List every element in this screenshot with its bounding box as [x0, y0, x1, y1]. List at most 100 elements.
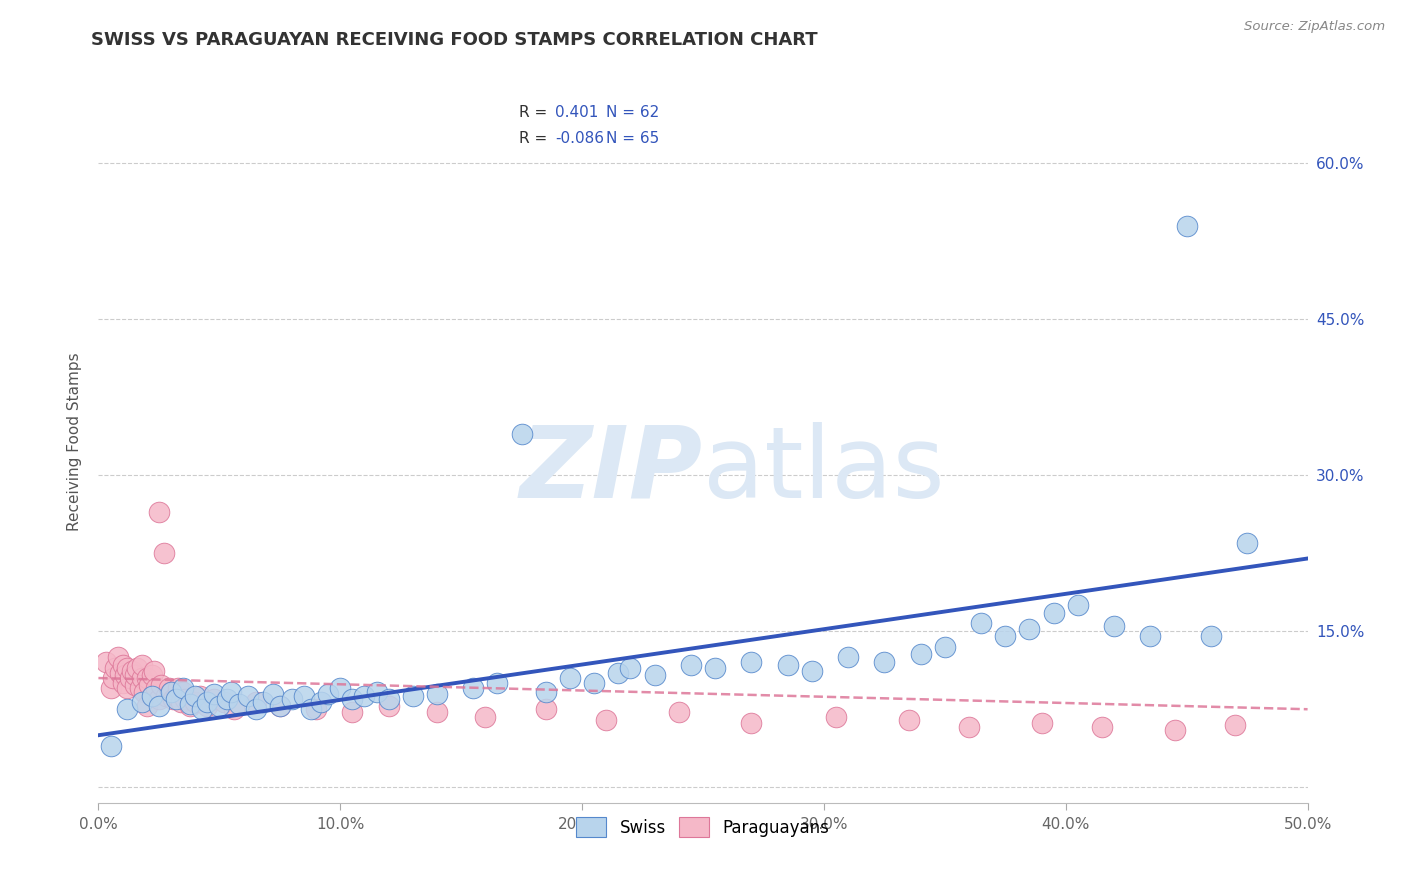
Point	[377, 699, 399, 714]
Point	[134, 684, 156, 698]
Point	[107, 650, 129, 665]
Point	[342, 706, 364, 720]
Point	[131, 657, 153, 672]
Text: N = 65: N = 65	[606, 130, 659, 145]
Point	[127, 660, 149, 674]
Point	[141, 689, 163, 703]
Point	[184, 689, 207, 703]
Point	[117, 681, 139, 696]
Point	[366, 684, 388, 698]
Point	[195, 699, 218, 714]
Point	[114, 668, 136, 682]
Point	[1067, 599, 1090, 613]
Point	[1031, 715, 1053, 730]
Point	[1139, 630, 1161, 644]
Legend: Swiss, Paraguayans: Swiss, Paraguayans	[568, 809, 838, 845]
Point	[897, 713, 920, 727]
Point	[204, 687, 226, 701]
Text: atlas: atlas	[703, 422, 945, 519]
Point	[558, 671, 581, 685]
Point	[873, 656, 896, 670]
Point	[377, 691, 399, 706]
Point	[204, 691, 226, 706]
Point	[463, 681, 485, 696]
Point	[162, 691, 184, 706]
Point	[108, 665, 131, 680]
Point	[740, 656, 762, 670]
Point	[111, 676, 134, 690]
Point	[583, 676, 606, 690]
Point	[238, 689, 260, 703]
Point	[184, 695, 207, 709]
Point	[934, 640, 956, 654]
Point	[342, 691, 364, 706]
Point	[165, 689, 187, 703]
Point	[222, 702, 245, 716]
Point	[825, 709, 848, 723]
Point	[212, 695, 235, 709]
Point	[174, 691, 197, 706]
Point	[329, 681, 352, 696]
Point	[644, 668, 666, 682]
Text: R =: R =	[519, 104, 553, 120]
Point	[426, 687, 449, 701]
Point	[150, 678, 173, 692]
Point	[619, 660, 641, 674]
Point	[353, 689, 375, 703]
Point	[510, 426, 533, 441]
Point	[245, 695, 267, 709]
Text: SWISS VS PARAGUAYAN RECEIVING FOOD STAMPS CORRELATION CHART: SWISS VS PARAGUAYAN RECEIVING FOOD STAMP…	[91, 31, 818, 49]
Point	[167, 681, 190, 696]
Text: N = 62: N = 62	[606, 104, 659, 120]
Point	[957, 720, 980, 734]
Point	[221, 684, 243, 698]
Point	[131, 671, 153, 685]
Point	[191, 702, 214, 716]
Point	[145, 681, 167, 696]
Point	[135, 671, 157, 685]
Point	[534, 702, 557, 716]
Text: 0.401: 0.401	[555, 104, 599, 120]
Point	[165, 691, 187, 706]
Point	[94, 656, 117, 670]
Point	[1163, 723, 1185, 737]
Point	[157, 681, 180, 696]
Point	[281, 691, 304, 706]
Point	[138, 678, 160, 692]
Point	[837, 650, 859, 665]
Point	[1042, 606, 1064, 620]
Point	[179, 699, 201, 714]
Point	[188, 689, 211, 703]
Point	[534, 684, 557, 698]
Point	[1199, 630, 1222, 644]
Text: Source: ZipAtlas.com: Source: ZipAtlas.com	[1244, 20, 1385, 33]
Point	[100, 681, 122, 696]
Text: -0.086: -0.086	[555, 130, 605, 145]
Point	[195, 695, 218, 709]
Point	[172, 681, 194, 696]
Point	[1175, 219, 1198, 233]
Point	[486, 676, 509, 690]
Point	[1102, 619, 1125, 633]
Point	[148, 691, 170, 706]
Point	[994, 630, 1017, 644]
Point	[910, 647, 932, 661]
Point	[262, 687, 284, 701]
Point	[970, 615, 993, 630]
Point	[124, 678, 146, 692]
Point	[172, 684, 194, 698]
Point	[426, 706, 449, 720]
Point	[1091, 720, 1114, 734]
Point	[128, 681, 150, 696]
Point	[402, 689, 425, 703]
Point	[169, 695, 191, 709]
Point	[800, 664, 823, 678]
Point	[100, 739, 122, 753]
Point	[1236, 536, 1258, 550]
Point	[141, 689, 163, 703]
Point	[245, 702, 267, 716]
Point	[160, 684, 183, 698]
Point	[179, 697, 201, 711]
Point	[152, 546, 174, 560]
Point	[135, 699, 157, 714]
